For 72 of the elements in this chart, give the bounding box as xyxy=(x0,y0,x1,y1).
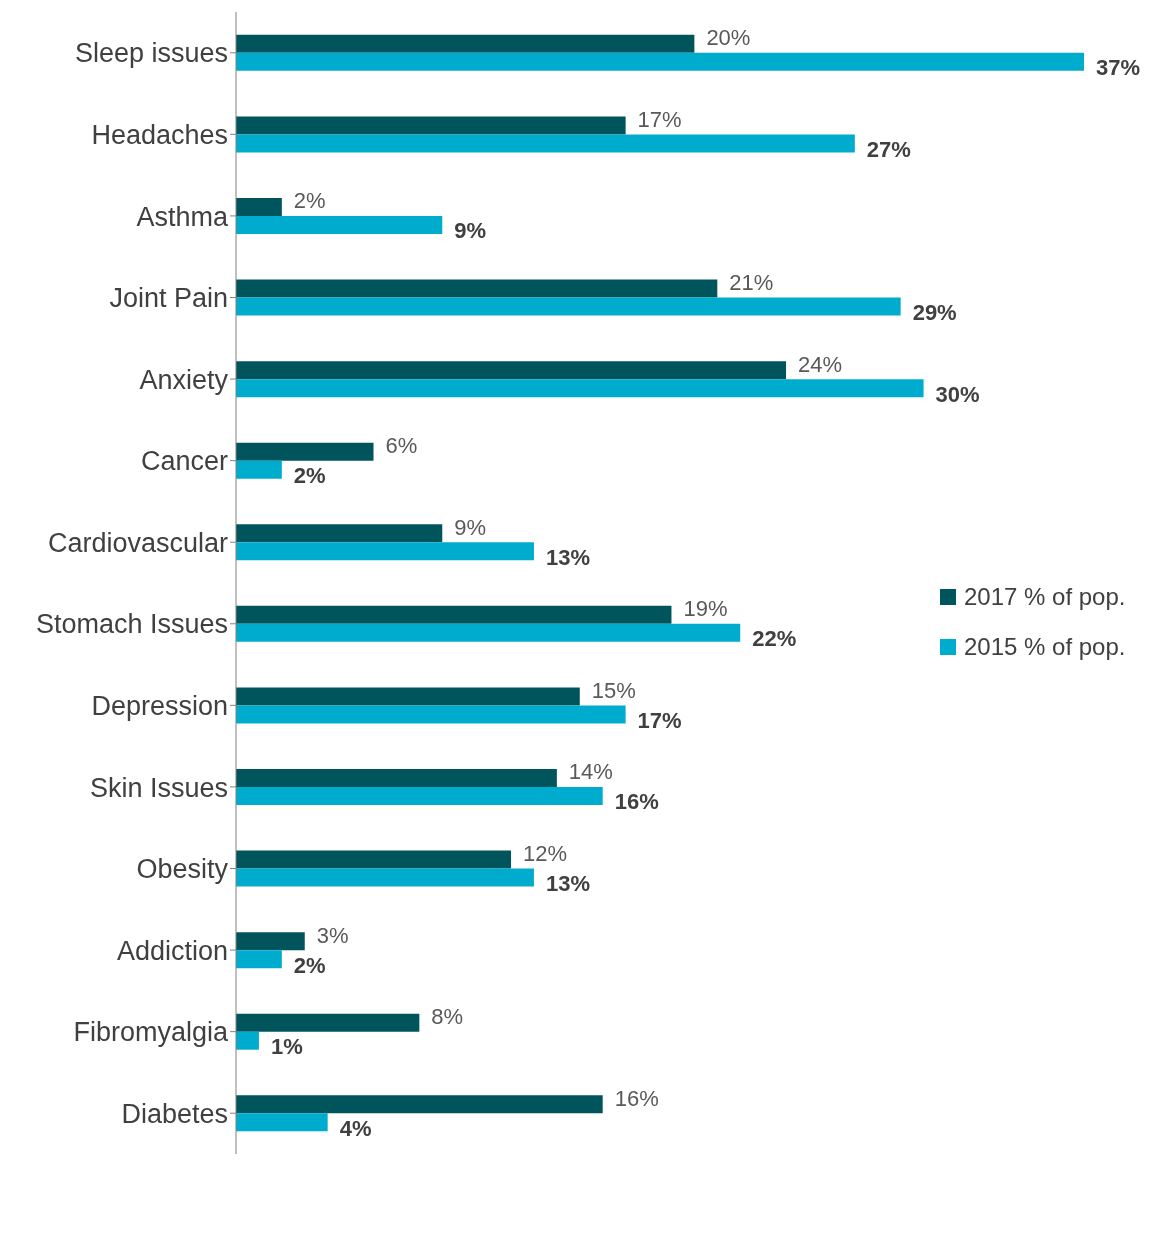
y-tick-label: Headaches xyxy=(91,119,228,150)
y-tick-label: Fibromyalgia xyxy=(73,1017,229,1048)
bar xyxy=(236,1095,603,1114)
data-label: 13% xyxy=(545,544,590,570)
bar xyxy=(236,932,305,951)
data-label: 4% xyxy=(339,1115,372,1141)
data-label: 13% xyxy=(545,871,590,897)
bar xyxy=(236,542,534,561)
y-tick-label: Depression xyxy=(91,690,228,721)
bar xyxy=(236,705,626,724)
bar xyxy=(236,950,282,969)
bar xyxy=(236,786,603,805)
bar xyxy=(236,52,1084,71)
bar xyxy=(236,605,672,624)
bar xyxy=(236,279,718,298)
data-label: 15% xyxy=(591,677,636,703)
y-tick-label: Asthma xyxy=(136,201,229,232)
data-label: 17% xyxy=(637,106,682,132)
y-tick-label: Diabetes xyxy=(121,1098,228,1129)
bar xyxy=(236,868,534,887)
data-label: 8% xyxy=(431,1004,464,1030)
bar xyxy=(236,1031,259,1050)
bar xyxy=(236,197,282,216)
bar xyxy=(236,1013,420,1032)
legend-label: 2015 % of pop. xyxy=(963,633,1127,661)
bar xyxy=(236,460,282,479)
data-label: 19% xyxy=(683,596,728,622)
data-label: 12% xyxy=(523,841,568,867)
data-label: 16% xyxy=(614,789,659,815)
data-label: 9% xyxy=(454,514,487,540)
y-tick-label: Addiction xyxy=(116,935,228,966)
bar xyxy=(236,379,924,398)
y-tick-label: Cancer xyxy=(140,446,228,477)
bar xyxy=(236,524,443,543)
y-tick-label: Cardiovascular xyxy=(47,527,229,558)
data-label: 1% xyxy=(270,1034,303,1060)
data-label: 24% xyxy=(798,351,843,377)
legend-label: 2017 % of pop. xyxy=(963,583,1127,611)
data-label: 14% xyxy=(568,759,613,785)
data-label: 29% xyxy=(912,300,957,326)
y-tick-label: Sleep issues xyxy=(74,38,228,69)
data-label: 2% xyxy=(293,463,326,489)
bar xyxy=(236,623,741,642)
data-label: 16% xyxy=(614,1085,659,1111)
bar xyxy=(236,361,787,380)
bar xyxy=(236,687,580,706)
data-label: 20% xyxy=(706,25,751,51)
bar xyxy=(236,116,626,135)
bar xyxy=(236,134,855,153)
y-tick-label: Anxiety xyxy=(139,364,229,395)
data-label: 2% xyxy=(293,188,326,214)
data-label: 6% xyxy=(385,433,418,459)
bar xyxy=(236,850,512,869)
data-label: 37% xyxy=(1096,55,1141,81)
data-label: 9% xyxy=(454,218,487,244)
y-tick-label: Stomach Issues xyxy=(35,609,228,640)
bar xyxy=(236,768,557,787)
y-tick-label: Skin Issues xyxy=(89,772,228,803)
bar xyxy=(236,297,901,316)
data-label: 2% xyxy=(293,952,326,978)
data-label: 17% xyxy=(637,707,682,733)
bar xyxy=(236,34,695,53)
data-label: 27% xyxy=(866,136,911,162)
data-label: 3% xyxy=(316,922,349,948)
data-label: 22% xyxy=(752,626,797,652)
y-tick-label: Joint Pain xyxy=(109,283,228,314)
bar xyxy=(236,215,443,234)
data-label: 21% xyxy=(729,270,774,296)
bar xyxy=(236,442,374,461)
bar xyxy=(236,1113,328,1132)
data-label: 30% xyxy=(935,381,980,407)
y-tick-label: Obesity xyxy=(136,854,229,885)
